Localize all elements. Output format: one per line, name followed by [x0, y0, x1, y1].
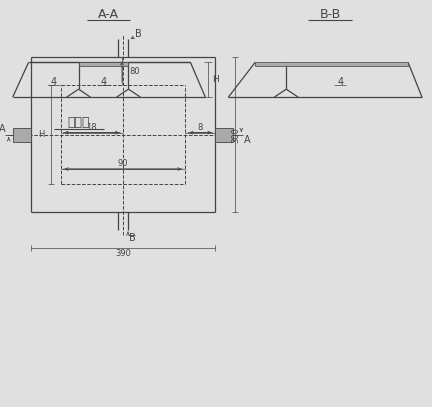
Text: 平面图: 平面图 — [67, 116, 90, 129]
Text: B: B — [135, 29, 142, 39]
Bar — [79, 62, 128, 66]
Text: H: H — [212, 75, 219, 84]
Text: 4: 4 — [51, 77, 57, 87]
Text: 4: 4 — [101, 77, 107, 87]
Text: 90: 90 — [118, 159, 128, 168]
Bar — [13, 128, 31, 142]
Text: A: A — [244, 135, 251, 144]
Text: H: H — [38, 130, 44, 139]
Bar — [215, 128, 233, 142]
Text: 4: 4 — [337, 77, 343, 87]
Text: 390: 390 — [115, 249, 131, 258]
Text: 8: 8 — [198, 123, 203, 132]
Text: 80: 80 — [129, 67, 140, 76]
Text: A-A: A-A — [98, 8, 119, 21]
Text: B: B — [129, 233, 136, 243]
Text: 18: 18 — [86, 123, 97, 132]
Text: 300: 300 — [231, 127, 240, 142]
Text: A: A — [0, 124, 6, 133]
Bar — [255, 62, 408, 66]
Text: B-B: B-B — [320, 8, 341, 21]
